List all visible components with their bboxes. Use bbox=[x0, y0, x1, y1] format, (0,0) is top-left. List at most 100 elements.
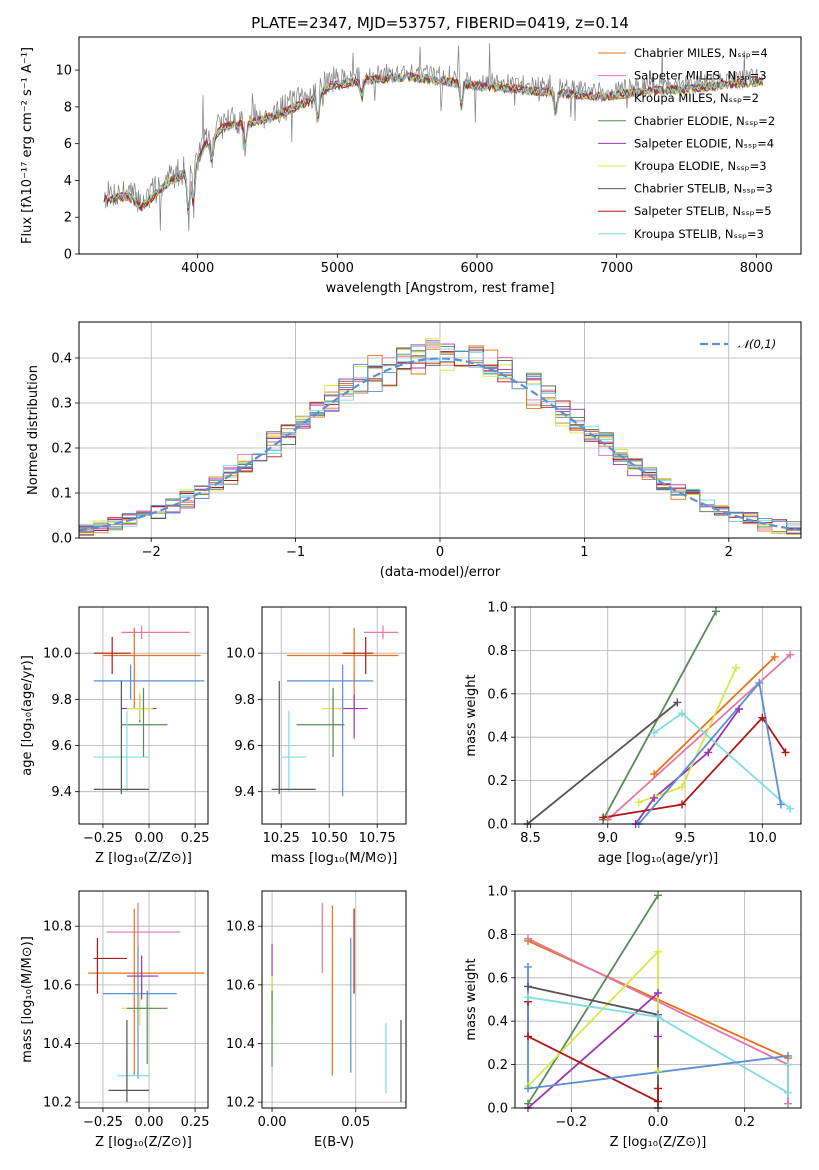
y-axis-label: mass weight bbox=[464, 674, 479, 756]
weight-series-line bbox=[602, 610, 717, 821]
x-tick-label: 10.50 bbox=[311, 831, 348, 846]
x-tick-label: 8.5 bbox=[520, 831, 541, 846]
y-tick-label: 0.4 bbox=[487, 1015, 508, 1030]
y-tick-label: 0.3 bbox=[51, 397, 72, 412]
mass-vs-metallicity-panel: −0.25 0.00 0.25 10.2 10.4 10.6 10.8 Z [log₁₀(Z/… bbox=[20, 890, 210, 1150]
weight-point-marker bbox=[784, 1060, 792, 1069]
x-axis-label: (data-model)/error bbox=[380, 565, 501, 580]
y-tick-label: 0.6 bbox=[487, 971, 508, 986]
y-tick-label: 10.0 bbox=[43, 647, 72, 662]
normal-reference-curve bbox=[79, 357, 801, 532]
weight-point-marker bbox=[784, 1088, 792, 1097]
x-tick-label: 0.25 bbox=[181, 1115, 210, 1130]
legend-entry: Salpeter MILES, Nₛₛₚ=3 bbox=[634, 69, 767, 83]
weight-point-marker bbox=[524, 982, 532, 991]
x-tick-label: 0.05 bbox=[341, 1115, 370, 1130]
legend-entry: Salpeter STELIB, Nₛₛₚ=5 bbox=[634, 204, 772, 218]
weight-series-line bbox=[602, 716, 787, 819]
x-tick-label: 0.0 bbox=[648, 1115, 669, 1130]
model-fit-line bbox=[103, 72, 764, 209]
axes-frame bbox=[261, 606, 407, 825]
x-tick-label: 0.00 bbox=[258, 1115, 287, 1130]
weight-point-marker bbox=[677, 709, 686, 718]
x-axis-label: E(B-V) bbox=[314, 1135, 354, 1150]
y-axis-label: Normed distribution bbox=[26, 365, 41, 495]
plot-area bbox=[526, 610, 791, 824]
weight-point-marker bbox=[786, 650, 795, 659]
x-tick-label: 6000 bbox=[460, 261, 493, 276]
weight-point-marker bbox=[650, 793, 659, 802]
legend-entry: Kroupa ELODIE, Nₛₛₚ=3 bbox=[634, 159, 767, 173]
weight-point-marker bbox=[784, 1051, 792, 1060]
plot-area bbox=[103, 43, 764, 232]
y-tick-label: 0.0 bbox=[487, 818, 508, 833]
y-tick-label: 8 bbox=[64, 100, 72, 115]
weight-point-marker bbox=[776, 800, 785, 809]
x-tick-label: −1 bbox=[286, 545, 305, 560]
weight-point-marker bbox=[654, 1012, 662, 1021]
weight-point-marker bbox=[654, 1084, 662, 1093]
legend-entry: Chabrier ELODIE, Nₛₛₚ=2 bbox=[634, 114, 775, 128]
x-axis-label: Z [log₁₀(Z/Z⊙)] bbox=[95, 851, 192, 866]
weight-point-marker bbox=[524, 1032, 532, 1041]
y-tick-label: 1.0 bbox=[487, 601, 508, 616]
residuals-panel: −2 −1 0 1 2 0.0 0.1 0.2 0.3 0.4 (data-model)/error… bbox=[26, 321, 802, 580]
x-tick-label: 10.0 bbox=[748, 831, 777, 846]
figure-title: PLATE=2347, MJD=53757, FIBERID=0419, z=0… bbox=[251, 14, 629, 32]
weight-point-marker bbox=[732, 663, 741, 672]
y-tick-label: 0.4 bbox=[51, 352, 72, 367]
x-axis-label: Z [log₁₀(Z/Z⊙)] bbox=[610, 1135, 707, 1150]
x-tick-label: 9.0 bbox=[597, 831, 618, 846]
age-vs-metallicity-panel: −0.25 0.00 0.25 9.4 9.6 9.8 10.0 Z [log₁₀(Z/Z⊙)… bbox=[20, 606, 210, 866]
weight-point-marker bbox=[781, 748, 790, 757]
y-tick-label: 9.4 bbox=[234, 785, 255, 800]
plot-area bbox=[88, 902, 205, 1103]
y-axis-label: mass weight bbox=[464, 958, 479, 1040]
axes-frame bbox=[78, 606, 209, 825]
y-tick-label: 0 bbox=[64, 248, 72, 263]
axes-frame bbox=[78, 321, 802, 539]
weight-point-marker bbox=[673, 698, 682, 707]
weight-point-marker bbox=[654, 1097, 662, 1106]
weight-vs-age-panel: 8.5 9.0 9.5 10.0 0.0 0.2 0.4 0.6 0.8 1.0 age [log₁… bbox=[464, 601, 802, 866]
y-tick-label: 10.4 bbox=[226, 1037, 255, 1052]
y-tick-label: 10.4 bbox=[43, 1037, 72, 1052]
y-tick-label: 9.6 bbox=[234, 739, 255, 754]
weight-point-marker bbox=[654, 891, 662, 900]
legend-entry: Kroupa MILES, Nₛₛₚ=2 bbox=[634, 91, 759, 105]
plot-area bbox=[271, 625, 399, 797]
x-tick-label: 0.25 bbox=[181, 831, 210, 846]
y-tick-label: 0.2 bbox=[487, 1058, 508, 1073]
axes-frame bbox=[514, 606, 802, 825]
weight-point-marker bbox=[755, 678, 764, 687]
x-tick-label: 0 bbox=[436, 545, 444, 560]
weight-point-marker bbox=[786, 804, 795, 813]
axes-frame bbox=[78, 36, 802, 255]
age-vs-mass-panel: 10.25 10.50 10.75 9.4 9.6 9.8 10.0 mass [log₁₀(… bbox=[226, 606, 407, 866]
y-tick-label: 6 bbox=[64, 137, 72, 152]
x-tick-label: 10.25 bbox=[263, 831, 300, 846]
residual-histogram bbox=[79, 348, 801, 538]
y-axis-label: age [log₁₀(age/yr)] bbox=[20, 655, 35, 776]
x-axis-label: mass [log₁₀(M/M⊙)] bbox=[271, 851, 398, 866]
y-tick-label: 10.2 bbox=[43, 1096, 72, 1111]
weight-series-line bbox=[527, 996, 789, 1095]
legend-entry: Chabrier STELIB, Nₛₛₚ=3 bbox=[634, 182, 773, 196]
residual-histogram bbox=[79, 345, 801, 538]
y-tick-label: 4 bbox=[64, 174, 72, 189]
spectrum-panel: 4000 5000 6000 7000 8000 0 2 4 6 8 10 wavelength [A… bbox=[20, 36, 802, 296]
weight-vs-metallicity-panel: −0.2 0.0 0.2 0.0 0.2 0.4 0.6 0.8 1.0 Z [log₁₀(Z/Z… bbox=[464, 885, 802, 1150]
x-axis-label: age [log₁₀(age/yr)] bbox=[598, 851, 719, 866]
y-tick-label: 0.0 bbox=[487, 1102, 508, 1117]
observed-flux-line bbox=[103, 43, 764, 232]
weight-point-marker bbox=[650, 728, 659, 737]
weight-point-marker bbox=[634, 798, 643, 807]
y-tick-label: 0.2 bbox=[51, 442, 72, 457]
y-tick-label: 10 bbox=[55, 64, 72, 79]
weight-point-marker bbox=[524, 962, 532, 971]
y-tick-label: 10.6 bbox=[43, 978, 72, 993]
y-tick-label: 1.0 bbox=[487, 885, 508, 900]
y-tick-label: 9.8 bbox=[51, 693, 72, 708]
mass-vs-extinction-panel: 0.00 0.05 10.2 10.4 10.6 10.8 E(B-V) bbox=[226, 890, 407, 1150]
